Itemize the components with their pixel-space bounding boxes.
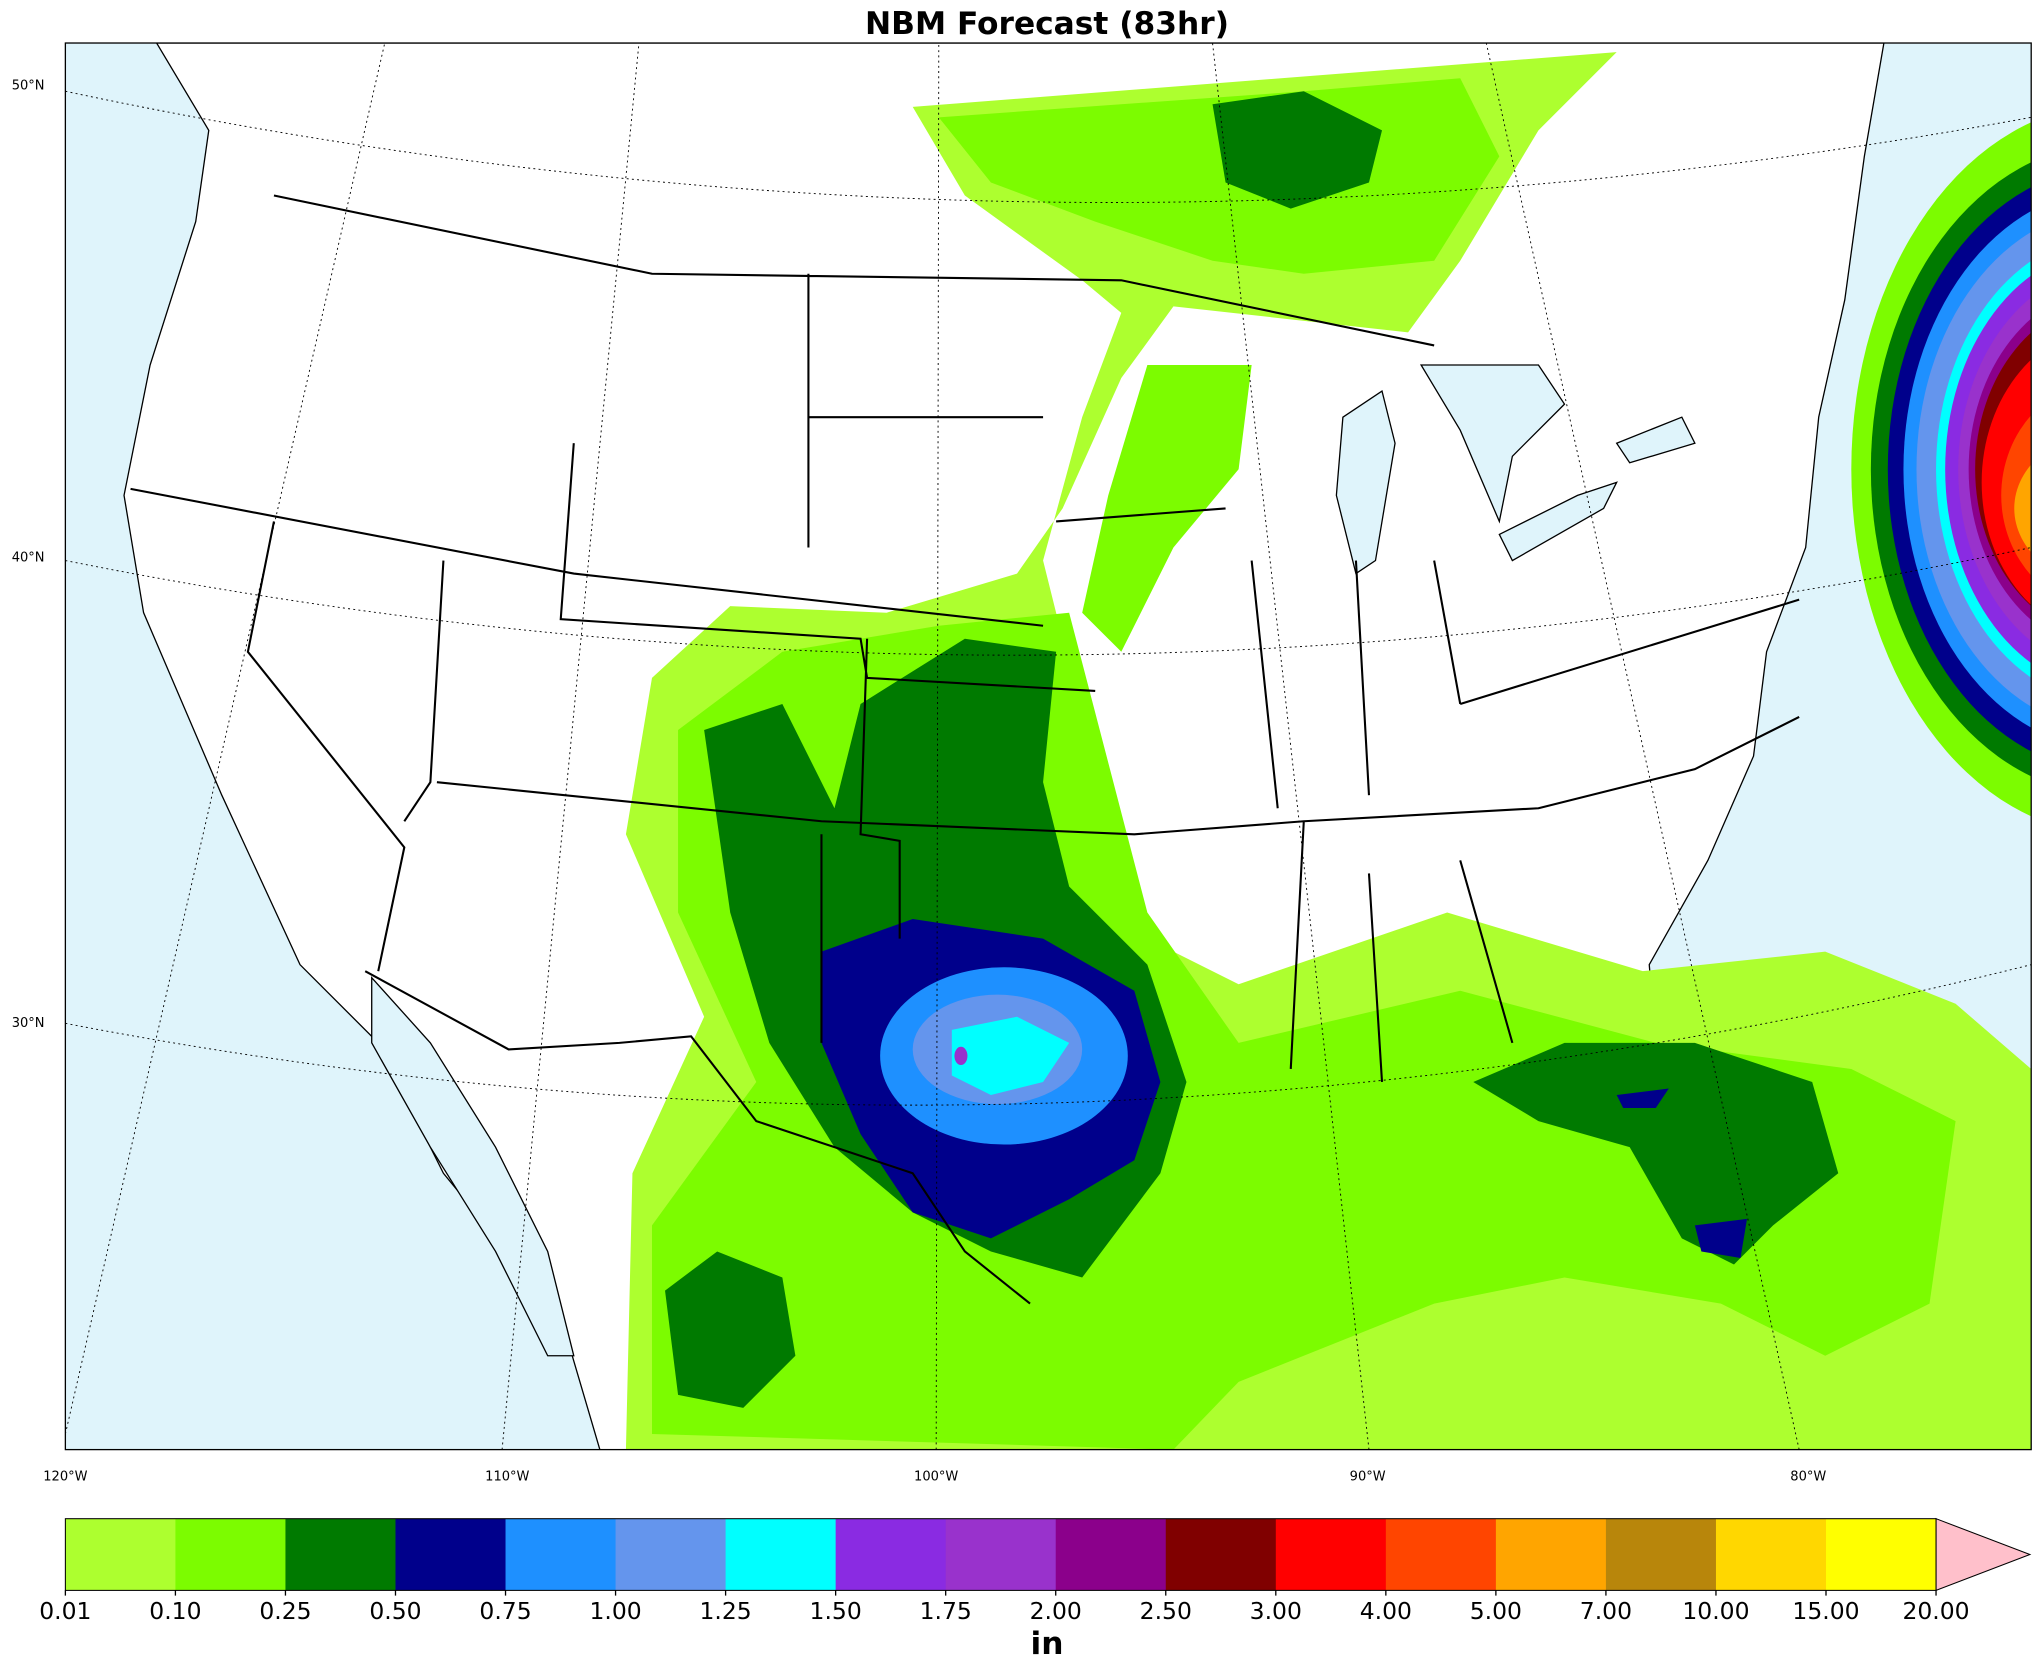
colorbar-tick-label: 4.00 bbox=[1360, 1597, 1412, 1625]
colorbar-segment bbox=[1825, 1518, 1937, 1591]
lat-label: 50°N bbox=[12, 79, 45, 94]
colorbar-tick-label: 1.75 bbox=[920, 1597, 972, 1625]
borders bbox=[130, 194, 1800, 1305]
colorbar-tick-label: 1.50 bbox=[810, 1597, 862, 1625]
lat-label: 30°N bbox=[12, 1016, 45, 1031]
colorbar: 0.01 0.10 0.25 0.50 0.75 1.00 1.25 1.50 1.75 2.00… bbox=[39, 1517, 2032, 1625]
colorbar-segment bbox=[725, 1518, 837, 1591]
colorbar-segment bbox=[395, 1518, 507, 1591]
colorbar-segment bbox=[1495, 1518, 1607, 1591]
colorbar-frame bbox=[64, 1518, 1937, 1591]
colorbar-segment bbox=[1385, 1518, 1497, 1591]
colorbar-segment bbox=[175, 1518, 287, 1591]
title: NBM Forecast (83hr) bbox=[865, 6, 1229, 42]
colorbar-segment bbox=[505, 1518, 617, 1591]
colorbar-tick-label: 0.10 bbox=[149, 1597, 201, 1625]
colorbar-segment bbox=[835, 1518, 947, 1591]
storm-bands bbox=[1851, 122, 2032, 817]
colorbar-tick-label: 1.00 bbox=[589, 1597, 641, 1625]
colorbar-tick-label: 2.50 bbox=[1140, 1597, 1192, 1625]
map-frame bbox=[64, 42, 2032, 1451]
colorbar-segment bbox=[1605, 1518, 1717, 1591]
colorbar-tick-label: 15.00 bbox=[1792, 1597, 1859, 1625]
colorbar-segment bbox=[65, 1518, 177, 1591]
lon-label: 90°W bbox=[1350, 1469, 1386, 1484]
colorbar-segment bbox=[1275, 1518, 1387, 1591]
great-lakes bbox=[1335, 364, 1696, 575]
gulf-of-california bbox=[371, 976, 575, 1357]
colorbar-segment bbox=[1165, 1518, 1277, 1591]
colorbar-extend bbox=[1935, 1517, 2032, 1592]
precip-4 bbox=[954, 1046, 968, 1066]
colorbar-unit: in bbox=[1030, 1626, 1063, 1662]
map bbox=[65, 43, 2032, 1450]
colorbar-segment bbox=[285, 1518, 397, 1591]
colorbar-segment bbox=[615, 1518, 727, 1591]
lon-label: 120°W bbox=[43, 1469, 87, 1484]
precip-3 bbox=[951, 1016, 1070, 1096]
colorbar-tick-label: 3.00 bbox=[1250, 1597, 1302, 1625]
colorbar-tick-label: 0.25 bbox=[259, 1597, 311, 1625]
lat-label: 40°N bbox=[12, 550, 45, 565]
colorbar-tick-label: 10.00 bbox=[1682, 1597, 1749, 1625]
lon-label: 80°W bbox=[1790, 1469, 1826, 1484]
colorbar-tick-label: 0.50 bbox=[369, 1597, 421, 1625]
colorbar-tick-label: 5.00 bbox=[1470, 1597, 1522, 1625]
colorbar-tick-label: 7.00 bbox=[1580, 1597, 1632, 1625]
colorbar-segment bbox=[1715, 1518, 1827, 1591]
colorbar-segment bbox=[1055, 1518, 1167, 1591]
colorbar-tick-label: 20.00 bbox=[1902, 1597, 1969, 1625]
colorbar-tick-label: 0.01 bbox=[39, 1597, 91, 1625]
colorbar-segment bbox=[945, 1518, 1057, 1591]
lon-label: 100°W bbox=[914, 1469, 958, 1484]
colorbar-tick-label: 2.00 bbox=[1030, 1597, 1082, 1625]
colorbar-tick-label: 1.25 bbox=[699, 1597, 751, 1625]
lon-label: 110°W bbox=[485, 1469, 529, 1484]
graticule bbox=[65, 43, 2032, 1450]
colorbar-tick-label: 0.75 bbox=[479, 1597, 531, 1625]
